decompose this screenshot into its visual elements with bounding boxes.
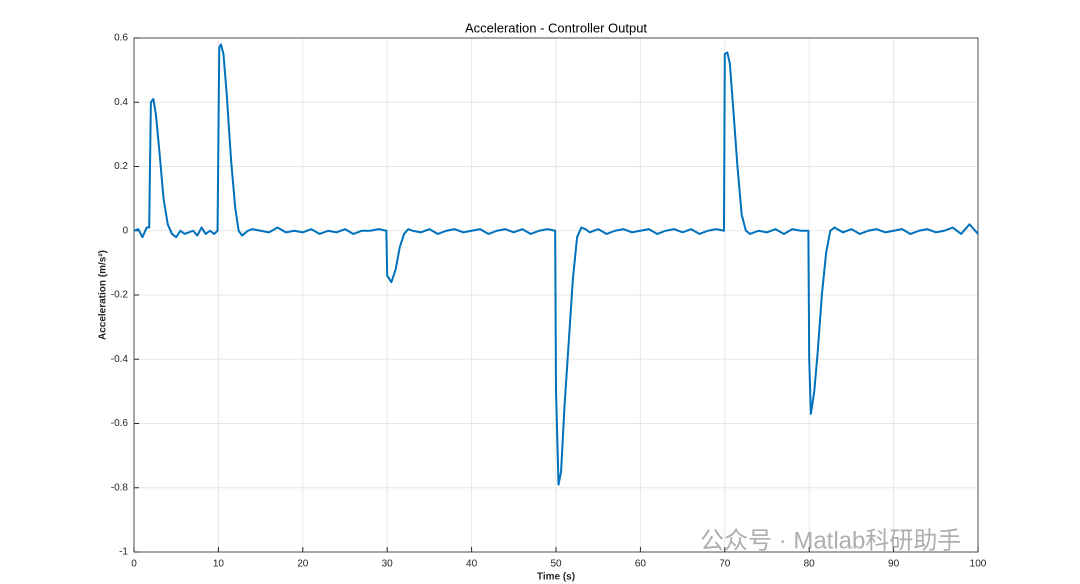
y-tick-label: -1 <box>119 547 128 558</box>
y-tick-label: 0 <box>122 225 128 236</box>
x-tick-label: 10 <box>213 559 225 570</box>
x-tick-label: 60 <box>635 559 647 570</box>
y-tick-label: -0.4 <box>111 354 129 365</box>
x-axis-label: Time (s) <box>537 572 575 583</box>
x-tick-label: 70 <box>719 559 731 570</box>
watermark: 公众号 · Matlab科研助手 <box>700 527 961 554</box>
x-tick-label: 0 <box>131 559 137 570</box>
y-tick-label: -0.6 <box>111 418 129 429</box>
y-tick-label: 0.2 <box>114 161 128 172</box>
axes-box <box>133 37 979 553</box>
chart-title: Acceleration - Controller Output <box>465 20 647 35</box>
x-tick-label: 80 <box>804 559 816 570</box>
y-tick-label: 0.6 <box>114 33 128 44</box>
data-line <box>133 43 979 486</box>
x-tick-label: 30 <box>382 559 394 570</box>
x-tick-label: 90 <box>888 559 900 570</box>
x-tick-label: 50 <box>550 559 562 570</box>
x-tick-label: 20 <box>297 559 309 570</box>
y-axis-label: Acceleration (m/s²) <box>98 250 109 340</box>
y-tick-label: -0.8 <box>111 482 129 493</box>
x-tick-label: 40 <box>466 559 478 570</box>
y-tick-label: -0.2 <box>111 290 129 301</box>
x-tick-label: 100 <box>970 559 987 570</box>
y-tick-label: 0.4 <box>114 97 128 108</box>
